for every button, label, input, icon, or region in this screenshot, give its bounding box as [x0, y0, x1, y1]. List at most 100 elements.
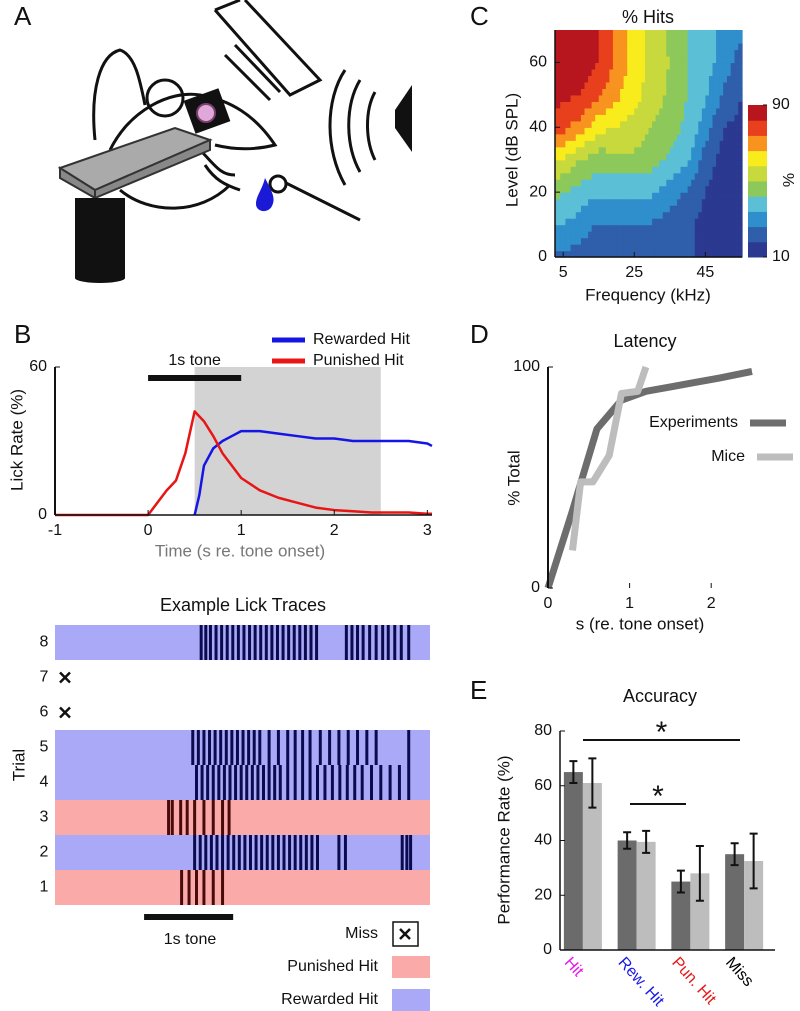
heat-cell: [605, 120, 610, 128]
heat-cell: [680, 68, 685, 76]
heat-cell: [630, 49, 635, 57]
category-label: Miss: [722, 954, 757, 990]
heat-cell: [694, 36, 699, 44]
heat-cell: [560, 88, 566, 96]
heat-cell: [641, 127, 646, 135]
heat-cell: [719, 166, 724, 174]
heat-cell: [588, 179, 593, 187]
heat-cell: [584, 30, 589, 38]
heat-cell: [612, 114, 618, 122]
heat-cell: [726, 49, 732, 57]
heat-cell: [655, 49, 660, 57]
heat-cell: [616, 185, 621, 193]
heat-cell: [734, 237, 739, 245]
colorbar-band: [748, 241, 767, 258]
heat-cell: [595, 250, 600, 258]
heat-cell: [560, 205, 566, 213]
x-axis-label: Time (s re. tone onset): [155, 541, 325, 560]
heat-cell: [701, 127, 706, 135]
heat-cell: [595, 88, 600, 96]
heat-cell: [602, 205, 607, 213]
heat-cell: [712, 55, 717, 64]
heat-cell: [738, 120, 743, 128]
heat-cell: [560, 244, 566, 252]
heat-cell: [655, 81, 660, 89]
heat-cell: [644, 75, 650, 83]
heat-cell: [687, 94, 692, 102]
heat-cell: [666, 172, 671, 180]
heat-cell: [694, 185, 699, 193]
heat-cell: [620, 49, 625, 57]
heat-cell: [662, 250, 667, 258]
heat-cell: [652, 68, 657, 76]
heat-cell: [602, 159, 607, 167]
heat-cell: [565, 62, 572, 70]
heat-cell: [605, 42, 610, 51]
heat-cell: [691, 68, 696, 76]
heat-cell: [555, 198, 561, 206]
heat-cell: [565, 185, 572, 193]
heat-cell: [684, 159, 689, 167]
heat-cell: [570, 107, 577, 115]
heat-cell: [719, 42, 724, 51]
heat-cell: [634, 179, 639, 187]
heat-cell: [616, 192, 621, 200]
legend-label: Experiments: [649, 414, 738, 431]
heat-cell: [612, 120, 618, 128]
heat-cell: [620, 94, 625, 102]
heat-cell: [584, 120, 589, 128]
heat-cell: [641, 140, 646, 148]
heat-cell: [666, 62, 671, 70]
heat-cell: [659, 166, 664, 174]
heat-cell: [598, 198, 603, 206]
heat-cell: [648, 153, 653, 161]
heat-cell: [687, 179, 692, 187]
bar: [725, 854, 745, 950]
heat-cell: [669, 237, 674, 245]
heat-cell: [712, 250, 717, 258]
heat-cell: [676, 192, 682, 200]
heat-cell: [575, 224, 582, 232]
heat-cell: [620, 237, 625, 245]
heat-cell: [712, 101, 717, 109]
heat-cell: [680, 192, 685, 200]
heat-cell: [612, 198, 618, 206]
heat-cell: [680, 211, 685, 219]
heat-cell: [652, 146, 657, 154]
heat-cell: [726, 127, 732, 135]
heat-cell: [691, 146, 696, 154]
heat-cell: [662, 133, 667, 141]
heat-cell: [691, 81, 696, 89]
heat-cell: [712, 198, 717, 206]
heat-cell: [644, 127, 650, 135]
heat-cell: [698, 192, 703, 200]
heat-cell: [605, 107, 610, 115]
heat-cell: [560, 75, 566, 83]
heat-cell: [684, 101, 689, 109]
heat-cell: [634, 185, 639, 193]
heat-cell: [634, 120, 639, 128]
heat-cell: [712, 107, 717, 115]
heat-cell: [676, 159, 682, 167]
heat-cell: [655, 55, 660, 64]
heat-cell: [637, 101, 642, 109]
heat-cell: [648, 36, 653, 44]
heat-cell: [666, 55, 671, 64]
heat-cell: [655, 107, 660, 115]
heat-cell: [684, 179, 689, 187]
heat-cell: [605, 198, 610, 206]
heat-cell: [680, 140, 685, 148]
heat-cell: [684, 88, 689, 96]
heat-cell: [620, 127, 625, 135]
heat-cell: [623, 211, 628, 219]
heat-cell: [648, 75, 653, 83]
heat-cell: [580, 114, 586, 122]
heat-cell: [648, 107, 653, 115]
heat-cell: [730, 62, 736, 70]
heat-cell: [708, 107, 714, 115]
heat-cell: [570, 30, 577, 38]
heat-cell: [719, 218, 724, 226]
heat-cell: [602, 237, 607, 245]
colorbar-band: [748, 226, 767, 243]
heat-cell: [598, 244, 603, 252]
